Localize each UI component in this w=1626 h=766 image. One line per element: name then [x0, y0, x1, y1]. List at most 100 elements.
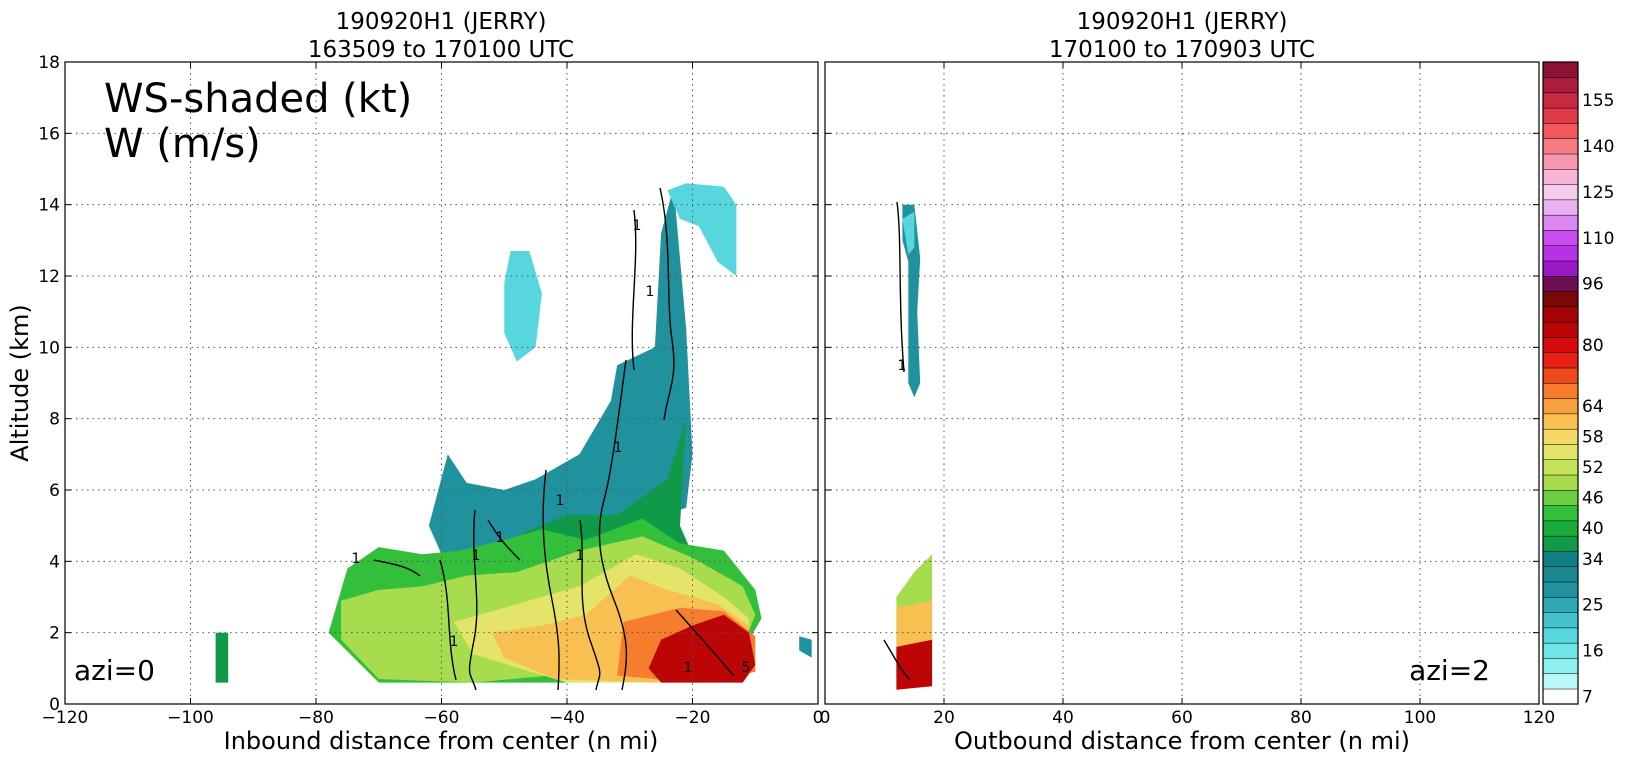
colorbar-label: 110 [1582, 229, 1614, 249]
colorbar-label: 125 [1582, 183, 1614, 203]
colorbar-label: 46 [1582, 489, 1604, 509]
colorbar-swatch [1542, 92, 1579, 109]
colorbar-swatch [1542, 229, 1579, 246]
colorbar: 7 16 25 34 40 46 52 58 64 80 96 110 125 140 155 [1542, 61, 1614, 707]
x-tick-label: −20 [675, 708, 711, 728]
colorbar-label: 52 [1582, 458, 1604, 478]
colorbar-swatch [1542, 336, 1579, 353]
colorbar-swatch [1542, 291, 1579, 308]
w-contour-line [631, 209, 637, 371]
ws-region-0 [902, 204, 921, 398]
panel-outbound-w-contours: 1 [883, 201, 911, 681]
panel-inbound-x-label: Inbound distance from center (n mi) [224, 727, 659, 755]
ws-region-1 [902, 211, 915, 255]
colorbar-swatch [1542, 275, 1579, 292]
panel-outbound-title-line2: 170100 to 170903 UTC [1049, 37, 1315, 63]
panel-outbound-field [896, 204, 933, 690]
y-tick-label: 2 [49, 624, 60, 644]
colorbar-swatch [1542, 581, 1579, 598]
colorbar-swatch [1542, 398, 1579, 415]
w-contour-line [468, 509, 478, 691]
x-tick-label: −80 [298, 708, 334, 728]
colorbar-swatch [1542, 352, 1579, 369]
x-tick-label: 20 [933, 708, 955, 728]
w-contour-label: 1 [496, 530, 505, 546]
x-tick-label: 100 [1404, 708, 1436, 728]
colorbar-swatch [1542, 214, 1579, 231]
ws-region-3 [896, 600, 933, 651]
colorbar-swatch [1542, 443, 1579, 460]
colorbar-swatch [1542, 474, 1579, 491]
colorbar-swatch [1542, 489, 1579, 506]
w-contour-line [883, 639, 911, 681]
y-tick-label: 16 [38, 124, 60, 144]
colorbar-swatch [1542, 122, 1579, 139]
y-tick-label: 18 [38, 53, 60, 73]
ws-region-4 [896, 639, 933, 690]
colorbar-frame [1542, 61, 1579, 705]
colorbar-swatch [1542, 535, 1579, 552]
w-contour-label: 1 [450, 634, 459, 650]
y-tick-label: 14 [38, 196, 60, 216]
y-tick-label: 10 [38, 338, 60, 358]
w-contour-label: 1 [472, 548, 481, 564]
ws-region-11 [799, 636, 812, 658]
panel-inbound-title-line2: 163509 to 170100 UTC [308, 37, 574, 63]
colorbar-swatch [1542, 428, 1579, 445]
colorbar-label: 58 [1582, 428, 1604, 448]
colorbar-label: 80 [1582, 336, 1604, 356]
fields-label-ws: WS-shaded (kt) [104, 76, 412, 122]
colorbar-swatch [1542, 61, 1579, 78]
x-tick-label: −100 [167, 708, 214, 728]
colorbar-swatch [1542, 627, 1579, 644]
y-tick-label: 8 [49, 410, 60, 430]
colorbar-swatch [1542, 107, 1579, 124]
colorbar-swatch [1542, 505, 1579, 522]
w-contour-line [598, 359, 628, 691]
panel-inbound-title-line1: 190920H1 (JERRY) [336, 9, 547, 35]
panel-outbound-title-line1: 190920H1 (JERRY) [1077, 9, 1288, 35]
ws-region-2 [504, 251, 542, 362]
colorbar-swatches [1542, 61, 1579, 705]
panel-inbound-x-ticks: −120 −100 −80 −60 −40 −20 0 [42, 62, 824, 728]
x-tick-label: 80 [1290, 708, 1312, 728]
w-contour-label: 1 [352, 551, 361, 567]
colorbar-swatch [1542, 566, 1579, 583]
panel-outbound-x-ticks: 0 20 40 60 80 100 120 [820, 62, 1555, 728]
colorbar-swatch [1542, 642, 1579, 659]
colorbar-label: 25 [1582, 596, 1604, 616]
w-contour-line [675, 609, 735, 677]
colorbar-swatch [1542, 459, 1579, 476]
w-contour-label: 1 [614, 440, 623, 456]
x-tick-label: 0 [813, 708, 824, 728]
colorbar-swatch [1542, 260, 1579, 277]
w-contour-label: 1 [898, 358, 907, 374]
fields-label-w: W (m/s) [104, 121, 261, 167]
colorbar-label: 64 [1582, 397, 1604, 417]
y-tick-label: 6 [49, 481, 60, 501]
colorbar-swatch [1542, 612, 1579, 629]
panel-inbound-field [215, 183, 812, 683]
x-tick-label: 40 [1052, 708, 1074, 728]
ws-region-0 [428, 186, 693, 555]
x-tick-label: −40 [549, 708, 585, 728]
y-tick-label: 12 [38, 267, 60, 287]
panel-outbound-grid [825, 62, 1539, 704]
w-contour-label: 1 [684, 660, 693, 676]
x-tick-label: 120 [1523, 708, 1555, 728]
colorbar-label: 140 [1582, 137, 1614, 157]
w-contour-label: 1 [576, 548, 585, 564]
azimuth-label-right: azi=2 [1409, 654, 1490, 687]
x-tick-label: −120 [42, 708, 89, 728]
x-tick-label: 60 [1171, 708, 1193, 728]
w-contour-label: 1 [646, 284, 655, 300]
ws-region-1 [667, 183, 737, 276]
w-contour-label: 1 [633, 218, 642, 234]
panel-inbound-grid [65, 62, 818, 704]
colorbar-label: 155 [1582, 91, 1614, 111]
colorbar-swatch [1542, 367, 1579, 384]
w-contour-line [896, 201, 905, 373]
w-contour-line [659, 187, 675, 421]
colorbar-swatch [1542, 520, 1579, 537]
